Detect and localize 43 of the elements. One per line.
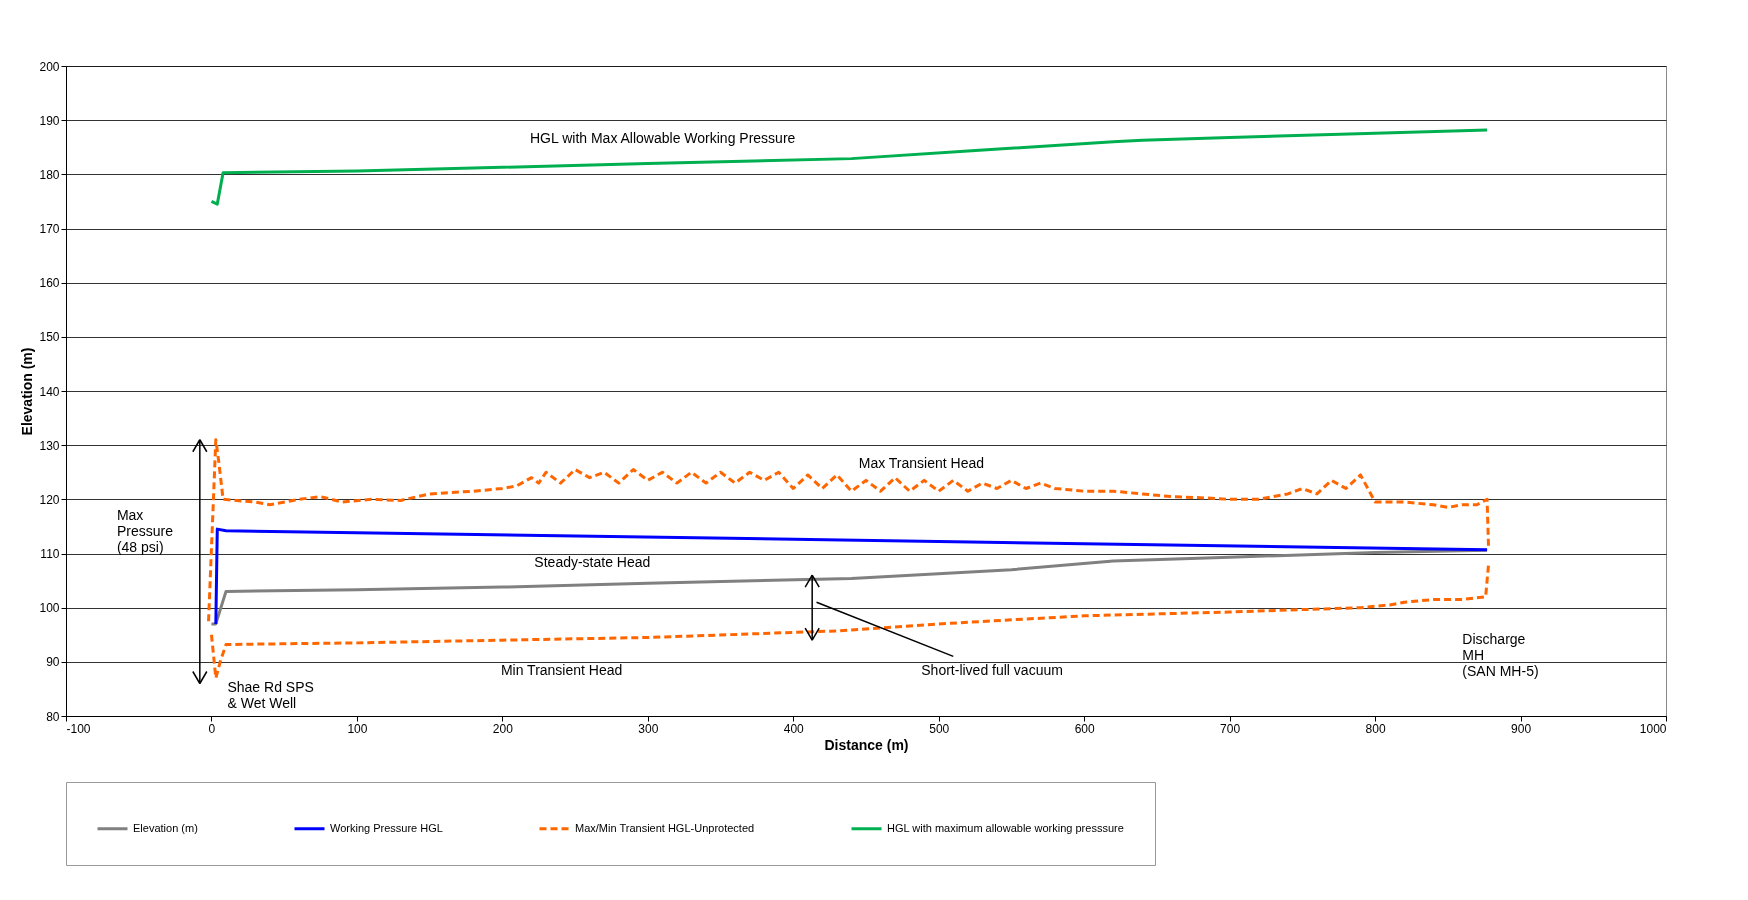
- annotation: Shae Rd SPS & Wet Well: [227, 678, 314, 711]
- line-series: [214, 527, 1489, 626]
- x-tick-label: 500: [929, 721, 950, 736]
- annotation: Discharge MH (SAN MH-5): [1462, 631, 1539, 680]
- x-tick-label: 700: [1220, 721, 1241, 736]
- annotation: Steady-state Head: [534, 554, 651, 571]
- line-series: [209, 128, 1489, 206]
- x-tick-label: 400: [783, 721, 805, 736]
- y-tick-label: 110: [40, 547, 60, 561]
- annotation: Max Pressure (48 psi): [116, 506, 174, 555]
- y-tick-label: 170: [39, 222, 60, 236]
- x-tick-label: 200: [492, 721, 514, 736]
- y-tick-label: 80: [46, 709, 60, 724]
- annotation: HGL with Max Allowable Working Pressure: [530, 130, 796, 147]
- x-tick-label: 600: [1074, 721, 1096, 736]
- annotation: Short-lived full vacuum: [921, 662, 1063, 679]
- x-tick-label: 0: [208, 721, 216, 736]
- y-tick-label: 190: [39, 113, 60, 128]
- y-tick-label: 100: [39, 601, 60, 616]
- y-tick-label: 140: [39, 384, 60, 399]
- x-axis-title: Distance (m): [824, 736, 909, 753]
- legend-label: Elevation (m): [133, 821, 198, 834]
- x-tick-label: -100: [66, 721, 91, 736]
- annotation: Max Transient Head: [858, 455, 985, 472]
- x-tick-label: 1000: [1639, 721, 1667, 736]
- y-tick-label: 160: [39, 276, 60, 291]
- legend-label: Max/Min Transient HGL-Unprotected: [575, 821, 755, 834]
- y-tick-label: 130: [39, 438, 60, 453]
- legend-label: HGL with maximum allowable working presssure: [887, 821, 1124, 834]
- y-tick-label: 90: [46, 655, 60, 670]
- legend-label: Working Pressure HGL: [330, 821, 443, 834]
- y-axis-title: Elevation (m): [19, 347, 36, 436]
- x-tick-label: 800: [1365, 721, 1386, 736]
- y-tick-label: 120: [39, 492, 60, 507]
- x-tick-label: 100: [347, 721, 368, 736]
- y-tick-label: 180: [39, 167, 60, 182]
- line-series: [207, 438, 1491, 623]
- y-tick-label: 200: [39, 59, 60, 74]
- annotation: Min Transient Head: [500, 662, 623, 679]
- line-series: [209, 548, 1489, 626]
- y-tick-label: 150: [39, 330, 60, 345]
- x-tick-label: 900: [1511, 721, 1532, 736]
- x-tick-label: 300: [638, 721, 659, 736]
